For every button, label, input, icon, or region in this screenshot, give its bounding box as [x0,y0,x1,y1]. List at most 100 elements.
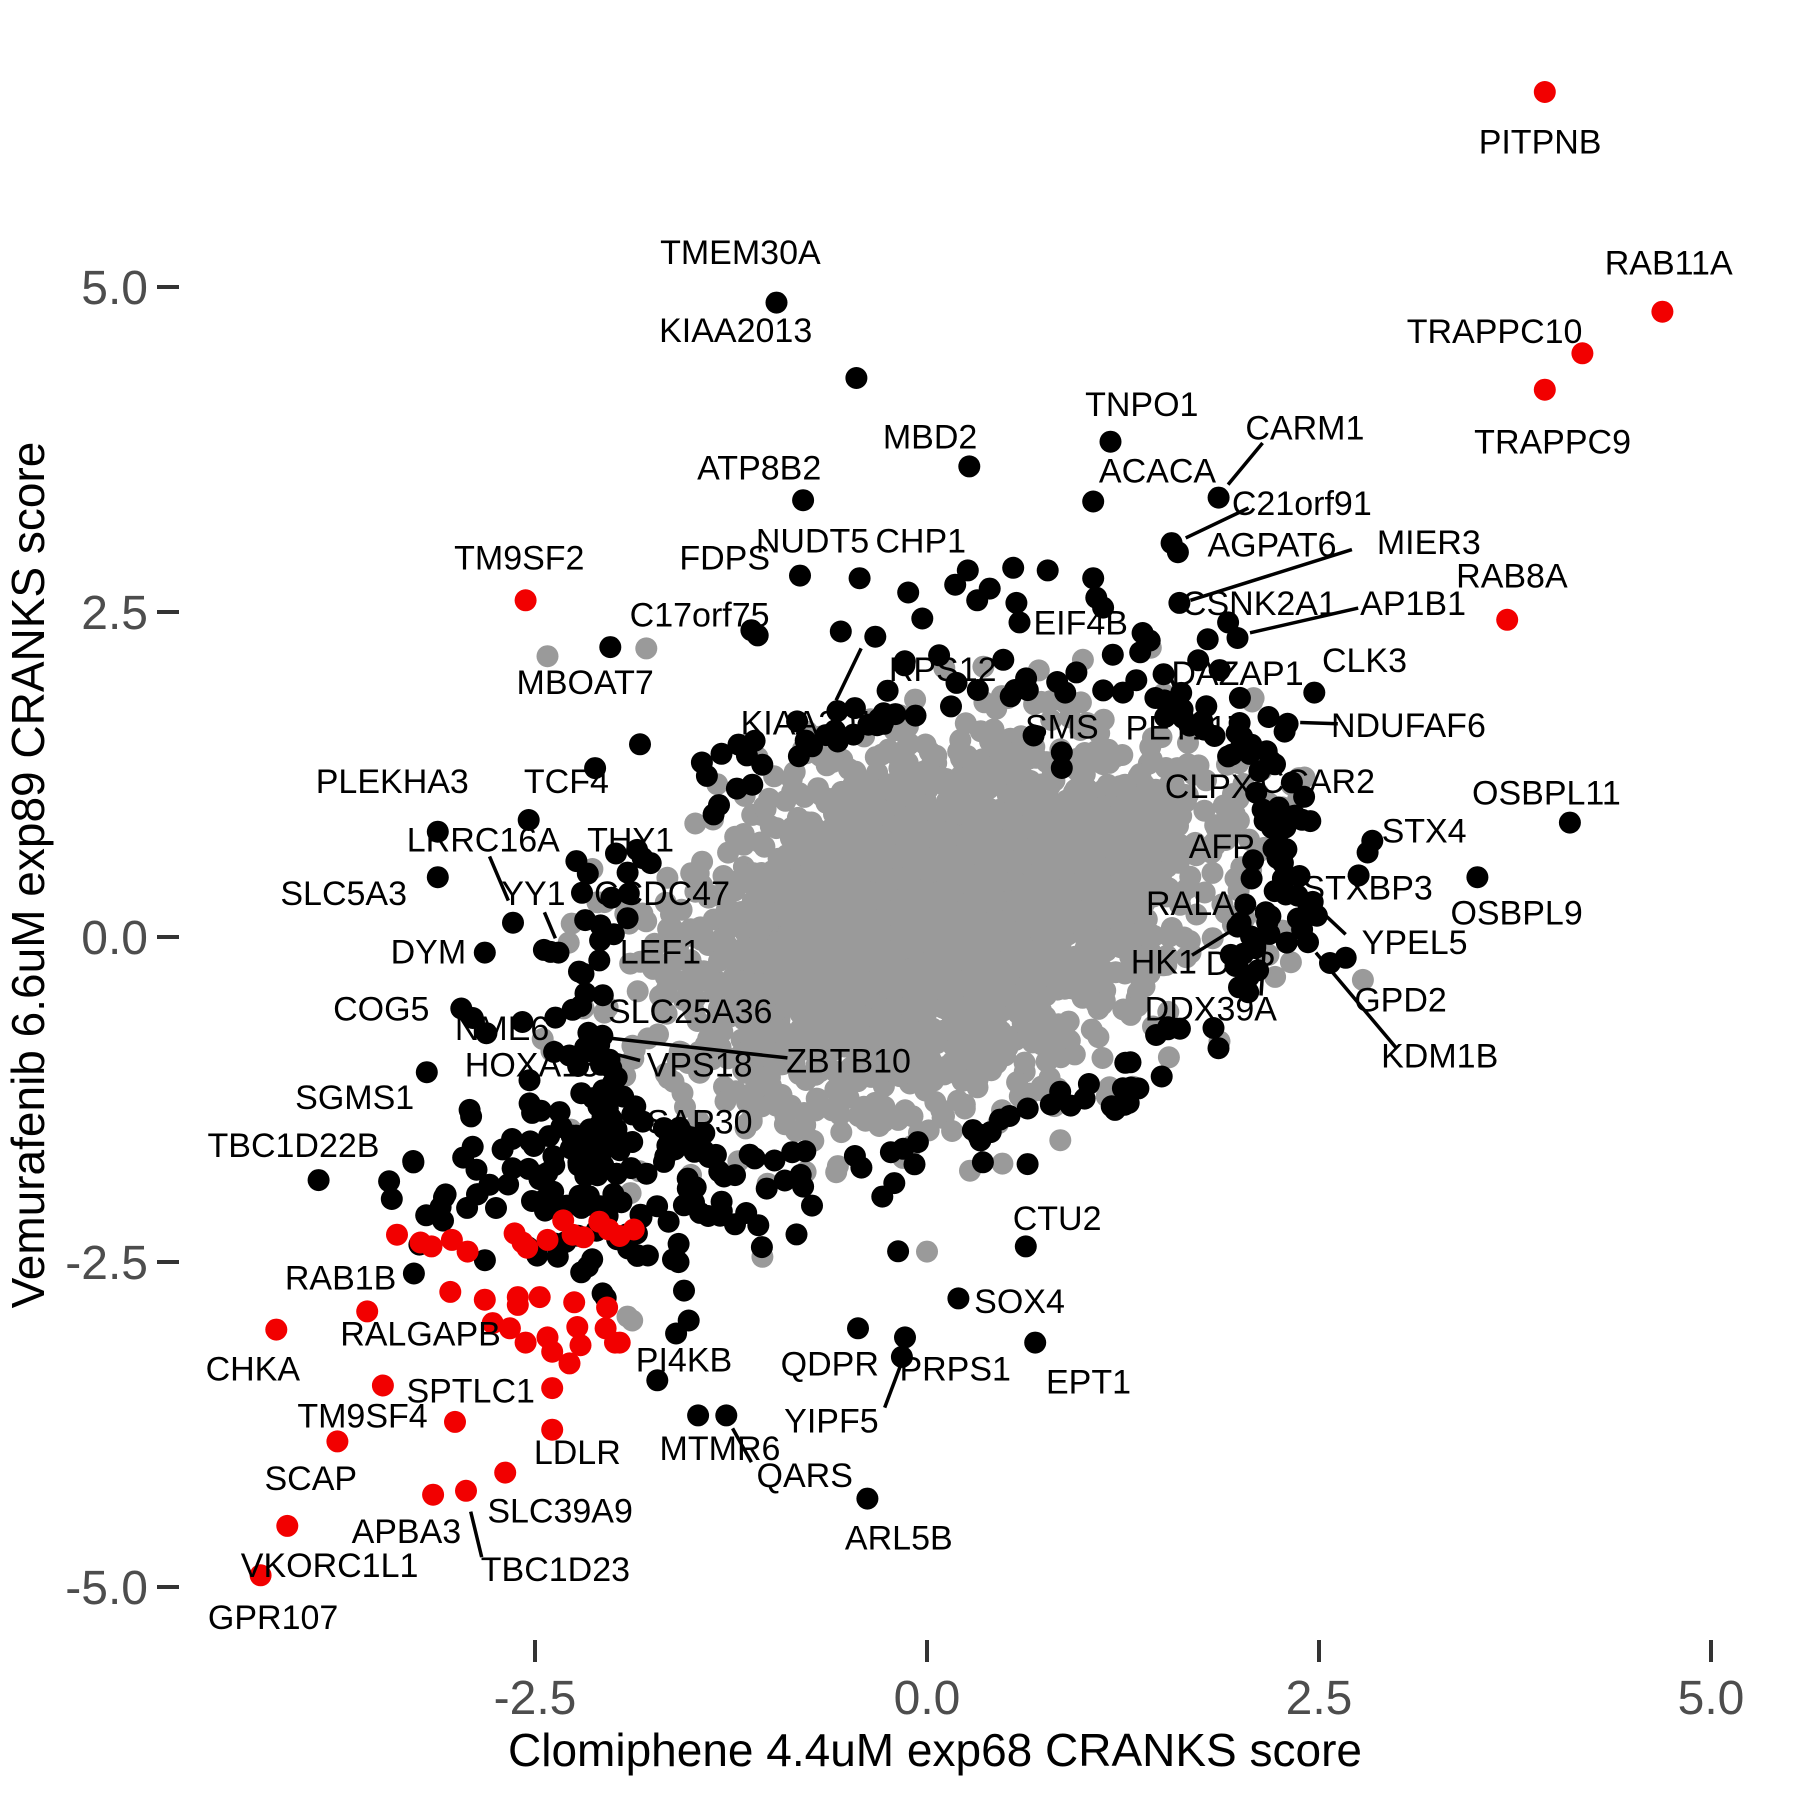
cloud-point [619,952,642,975]
cloud-point [1030,857,1053,880]
gene-label-OSBPL11: OSBPL11 [1472,775,1621,813]
outlier-point [1275,931,1298,954]
data-point-YIPF5 [890,1345,913,1368]
cloud-point [821,874,844,897]
data-point-YPEL5 [1297,892,1319,915]
cloud-point [824,1078,847,1101]
data-point-AGPAT6 [1166,541,1189,564]
cloud-point [1035,1050,1058,1073]
cloud-point [916,820,939,843]
outlier-point [676,1177,699,1200]
cloud-point [837,920,860,943]
y-tick-label-0.0: 0.0 [81,912,148,965]
gene-label-PET117: PET117 [1126,710,1246,748]
cloud-point [1130,974,1153,997]
outlier-point [605,842,627,865]
cloud-point [818,854,841,877]
gene-label-RPS12: RPS12 [889,651,997,689]
outlier-point [1101,643,1124,666]
outlier-points-layer [249,81,1674,1587]
outlier-point [842,723,865,746]
cloud-point [765,970,788,993]
outlier-point [567,1151,590,1174]
data-point-CLPX [1251,798,1274,821]
cloud-point [947,740,970,763]
outlier-point [631,847,654,870]
data-point-KIAA2018 [829,620,852,643]
data-point-TBC1D23 [455,1479,477,1502]
axis-layer: 5.0 2.5 0.0 -2.5 -5.0 -2.5 0.0 2.5 5.0 [65,262,1744,1725]
cloud-point [954,905,977,928]
leader-line-YY1 [542,911,557,939]
cloud-point [1135,908,1158,931]
data-point-TM9SF4 [371,1374,394,1397]
outlier-point [665,1322,688,1345]
gene-label-TNPO1: TNPO1 [1085,386,1198,424]
outlier-point [572,962,595,985]
outlier-point [755,1177,778,1200]
data-point-DDX39A [1259,905,1282,928]
data-point-SCAP [326,1430,349,1453]
outlier-point [690,751,713,774]
data-point-AFP [1242,849,1265,872]
data-point-CSNK2A1 [1196,628,1219,651]
data-point-TCF4 [517,809,540,831]
data-point-QARS [715,1404,738,1427]
data-point-CHKA [265,1318,288,1341]
outlier-point [570,1082,593,1105]
cloud-point [1177,731,1199,754]
gene-label-VPS18: VPS18 [647,1046,753,1084]
gene-label-CTU2: CTU2 [1013,1200,1102,1238]
outlier-point [578,1193,601,1216]
cloud-point [1178,930,1201,952]
gene-label-MBD2: MBD2 [883,419,977,457]
data-point-LDLR [541,1418,564,1441]
outlier-point [763,1149,786,1172]
data-point-HOXA13 [475,1022,498,1045]
cloud-point [995,919,1017,942]
leader-line-C21orf91 [1184,506,1250,540]
cloud-point [963,791,986,814]
cloud-point [1069,691,1092,714]
cloud-point [724,910,747,933]
cloud-point [1063,1043,1086,1066]
cloud-point [876,941,899,964]
cloud-point [867,1039,890,1062]
highlight-point [420,1235,443,1258]
gene-label-PRPS1: PRPS1 [899,1351,1011,1389]
cloud-point [1158,925,1181,948]
outlier-point [574,982,597,1005]
outlier-point [1050,757,1073,779]
x-tick-label-5.0: 5.0 [1678,1672,1745,1725]
data-point-LRRC16A [502,911,524,934]
outlier-point [1016,1097,1039,1120]
data-point-HK1 [1226,915,1249,938]
cloud-point [655,957,678,980]
outlier-point [581,1248,604,1271]
outlier-point [501,1157,524,1180]
data-point-CLK3 [1303,681,1326,704]
outlier-point [1170,681,1193,704]
gene-label-TM9SF2: TM9SF2 [454,539,584,577]
highlight-point [506,1293,529,1316]
highlight-point [566,1316,589,1338]
gene-label-MTMR6: MTMR6 [660,1430,781,1468]
outlier-point [940,695,962,718]
cloud-point [864,746,887,769]
gene-label-ZBTB10: ZBTB10 [786,1043,911,1081]
data-point-MBD2 [958,455,981,478]
gene-label-TBC1D23: TBC1D23 [481,1551,630,1589]
outlier-point [518,1069,541,1092]
outlier-point [1119,1051,1142,1074]
gene-label-RALA: RALA [1146,885,1235,923]
gene-label-AGPAT6: AGPAT6 [1207,526,1336,564]
leader-line-YIPF5 [883,1365,902,1409]
data-point-FDPS [789,564,811,587]
data-point-PLEKHA3 [426,820,449,843]
outlier-point [1288,865,1311,887]
gene-label-LDLR: LDLR [534,1434,621,1472]
outlier-point [713,1165,735,1188]
data-point-VKORC1L1 [276,1514,299,1537]
data-point-NDUFAF6 [1276,712,1299,735]
outlier-point [786,710,809,733]
